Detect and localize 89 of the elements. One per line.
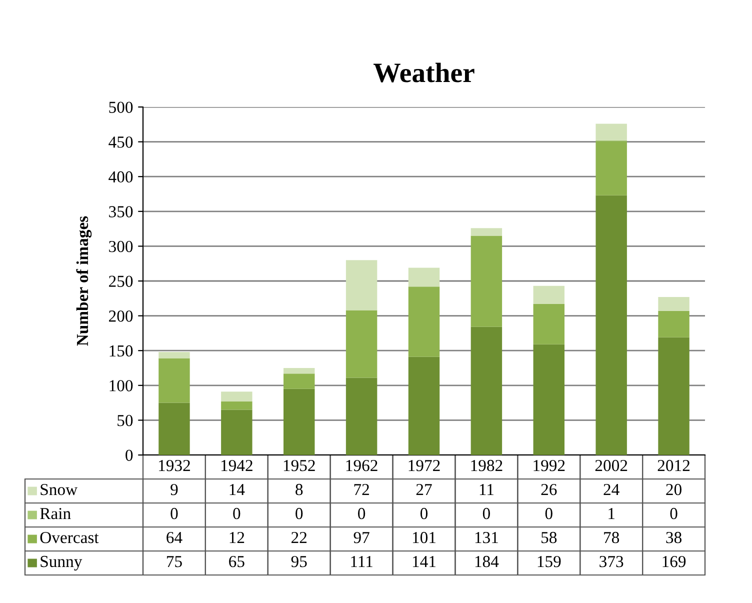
data-label: 0: [420, 508, 428, 520]
data-label: 65: [229, 556, 244, 568]
x-tick-label: 1942: [221, 460, 252, 472]
data-label: 22: [292, 532, 307, 544]
bar: [533, 344, 564, 455]
y-tick-label: 100: [110, 380, 133, 392]
data-label: 0: [170, 508, 178, 520]
bar: [470, 228, 502, 236]
data-label: 0: [358, 508, 366, 520]
bar: [596, 141, 627, 196]
x-tick-label: 1982: [471, 460, 502, 472]
bar: [533, 304, 564, 344]
legend-label: Rain: [40, 508, 71, 520]
y-tick-label: 50: [118, 414, 133, 426]
data-label: 72: [354, 484, 369, 496]
data-label: 111: [351, 556, 372, 568]
bar: [408, 286, 440, 357]
bar: [596, 124, 627, 140]
data-label: 159: [538, 556, 561, 568]
data-label: 0: [670, 508, 678, 520]
data-label: 38: [666, 532, 682, 544]
y-tick-label: 0: [126, 450, 133, 461]
bar: [470, 236, 502, 327]
data-label: 141: [412, 556, 436, 568]
data-label: 78: [604, 532, 620, 544]
bar: [408, 268, 440, 287]
x-tick-label: 1972: [408, 460, 440, 472]
bar: [346, 260, 378, 310]
y-tick-label: 200: [109, 310, 133, 322]
data-label: 0: [545, 508, 552, 520]
y-axis-title: Number of images: [76, 216, 92, 346]
data-label: 184: [475, 556, 499, 568]
data-label: 0: [482, 508, 490, 520]
data-label: 8: [296, 484, 303, 496]
data-label: 14: [230, 484, 245, 496]
bar: [408, 356, 440, 455]
bar: [221, 410, 252, 455]
data-label: 1: [608, 508, 614, 520]
data-label: 9: [170, 484, 178, 496]
bar: [284, 368, 315, 374]
bar: [346, 310, 378, 378]
chart-title: Weather: [373, 62, 474, 82]
data-label: 26: [541, 484, 557, 496]
y-tick-label: 300: [109, 240, 133, 252]
data-label: 75: [166, 556, 182, 568]
data-label: 11: [480, 484, 494, 496]
legend-label: Sunny: [40, 556, 82, 571]
data-label: 0: [233, 508, 240, 520]
y-tick-label: 400: [108, 171, 133, 183]
data-label: 0: [296, 508, 303, 520]
bar: [346, 378, 378, 455]
data-label: 169: [662, 556, 686, 568]
data-label: 101: [412, 532, 436, 544]
y-tick-label: 250: [109, 276, 133, 287]
bar: [221, 392, 252, 402]
bar: [470, 326, 502, 455]
bar: [658, 337, 690, 455]
y-tick-label: 150: [110, 345, 133, 357]
y-tick-label: 500: [109, 102, 133, 113]
x-tick-label: 1962: [346, 460, 378, 472]
bar: [284, 374, 315, 389]
x-tick-label: 2002: [595, 460, 628, 472]
y-tick-label: 450: [108, 136, 133, 148]
bar: [158, 402, 190, 455]
data-label: 95: [291, 556, 307, 568]
bar: [658, 310, 690, 338]
data-label: 20: [666, 484, 682, 496]
bar: [596, 195, 627, 455]
x-tick-label: 1932: [159, 460, 190, 472]
x-tick-label: 1952: [284, 460, 315, 472]
y-tick-label: 350: [109, 206, 133, 218]
data-label: 12: [230, 532, 244, 544]
data-label: 131: [475, 532, 498, 544]
bar: [533, 286, 564, 304]
data-label: 24: [604, 484, 620, 496]
x-tick-label: 1992: [534, 460, 565, 472]
data-label: 64: [166, 532, 182, 544]
x-tick-label: 2012: [658, 460, 690, 472]
bar: [158, 352, 190, 358]
legend-label: Overcast: [40, 532, 99, 544]
bar: [221, 401, 252, 410]
data-label: 27: [416, 484, 432, 496]
data-label: 58: [542, 532, 557, 544]
bar: [658, 297, 690, 311]
data-label: 373: [600, 556, 624, 568]
data-label: 97: [354, 532, 370, 544]
legend-label: Snow: [40, 484, 78, 496]
bar: [284, 388, 315, 455]
bar: [158, 358, 190, 403]
